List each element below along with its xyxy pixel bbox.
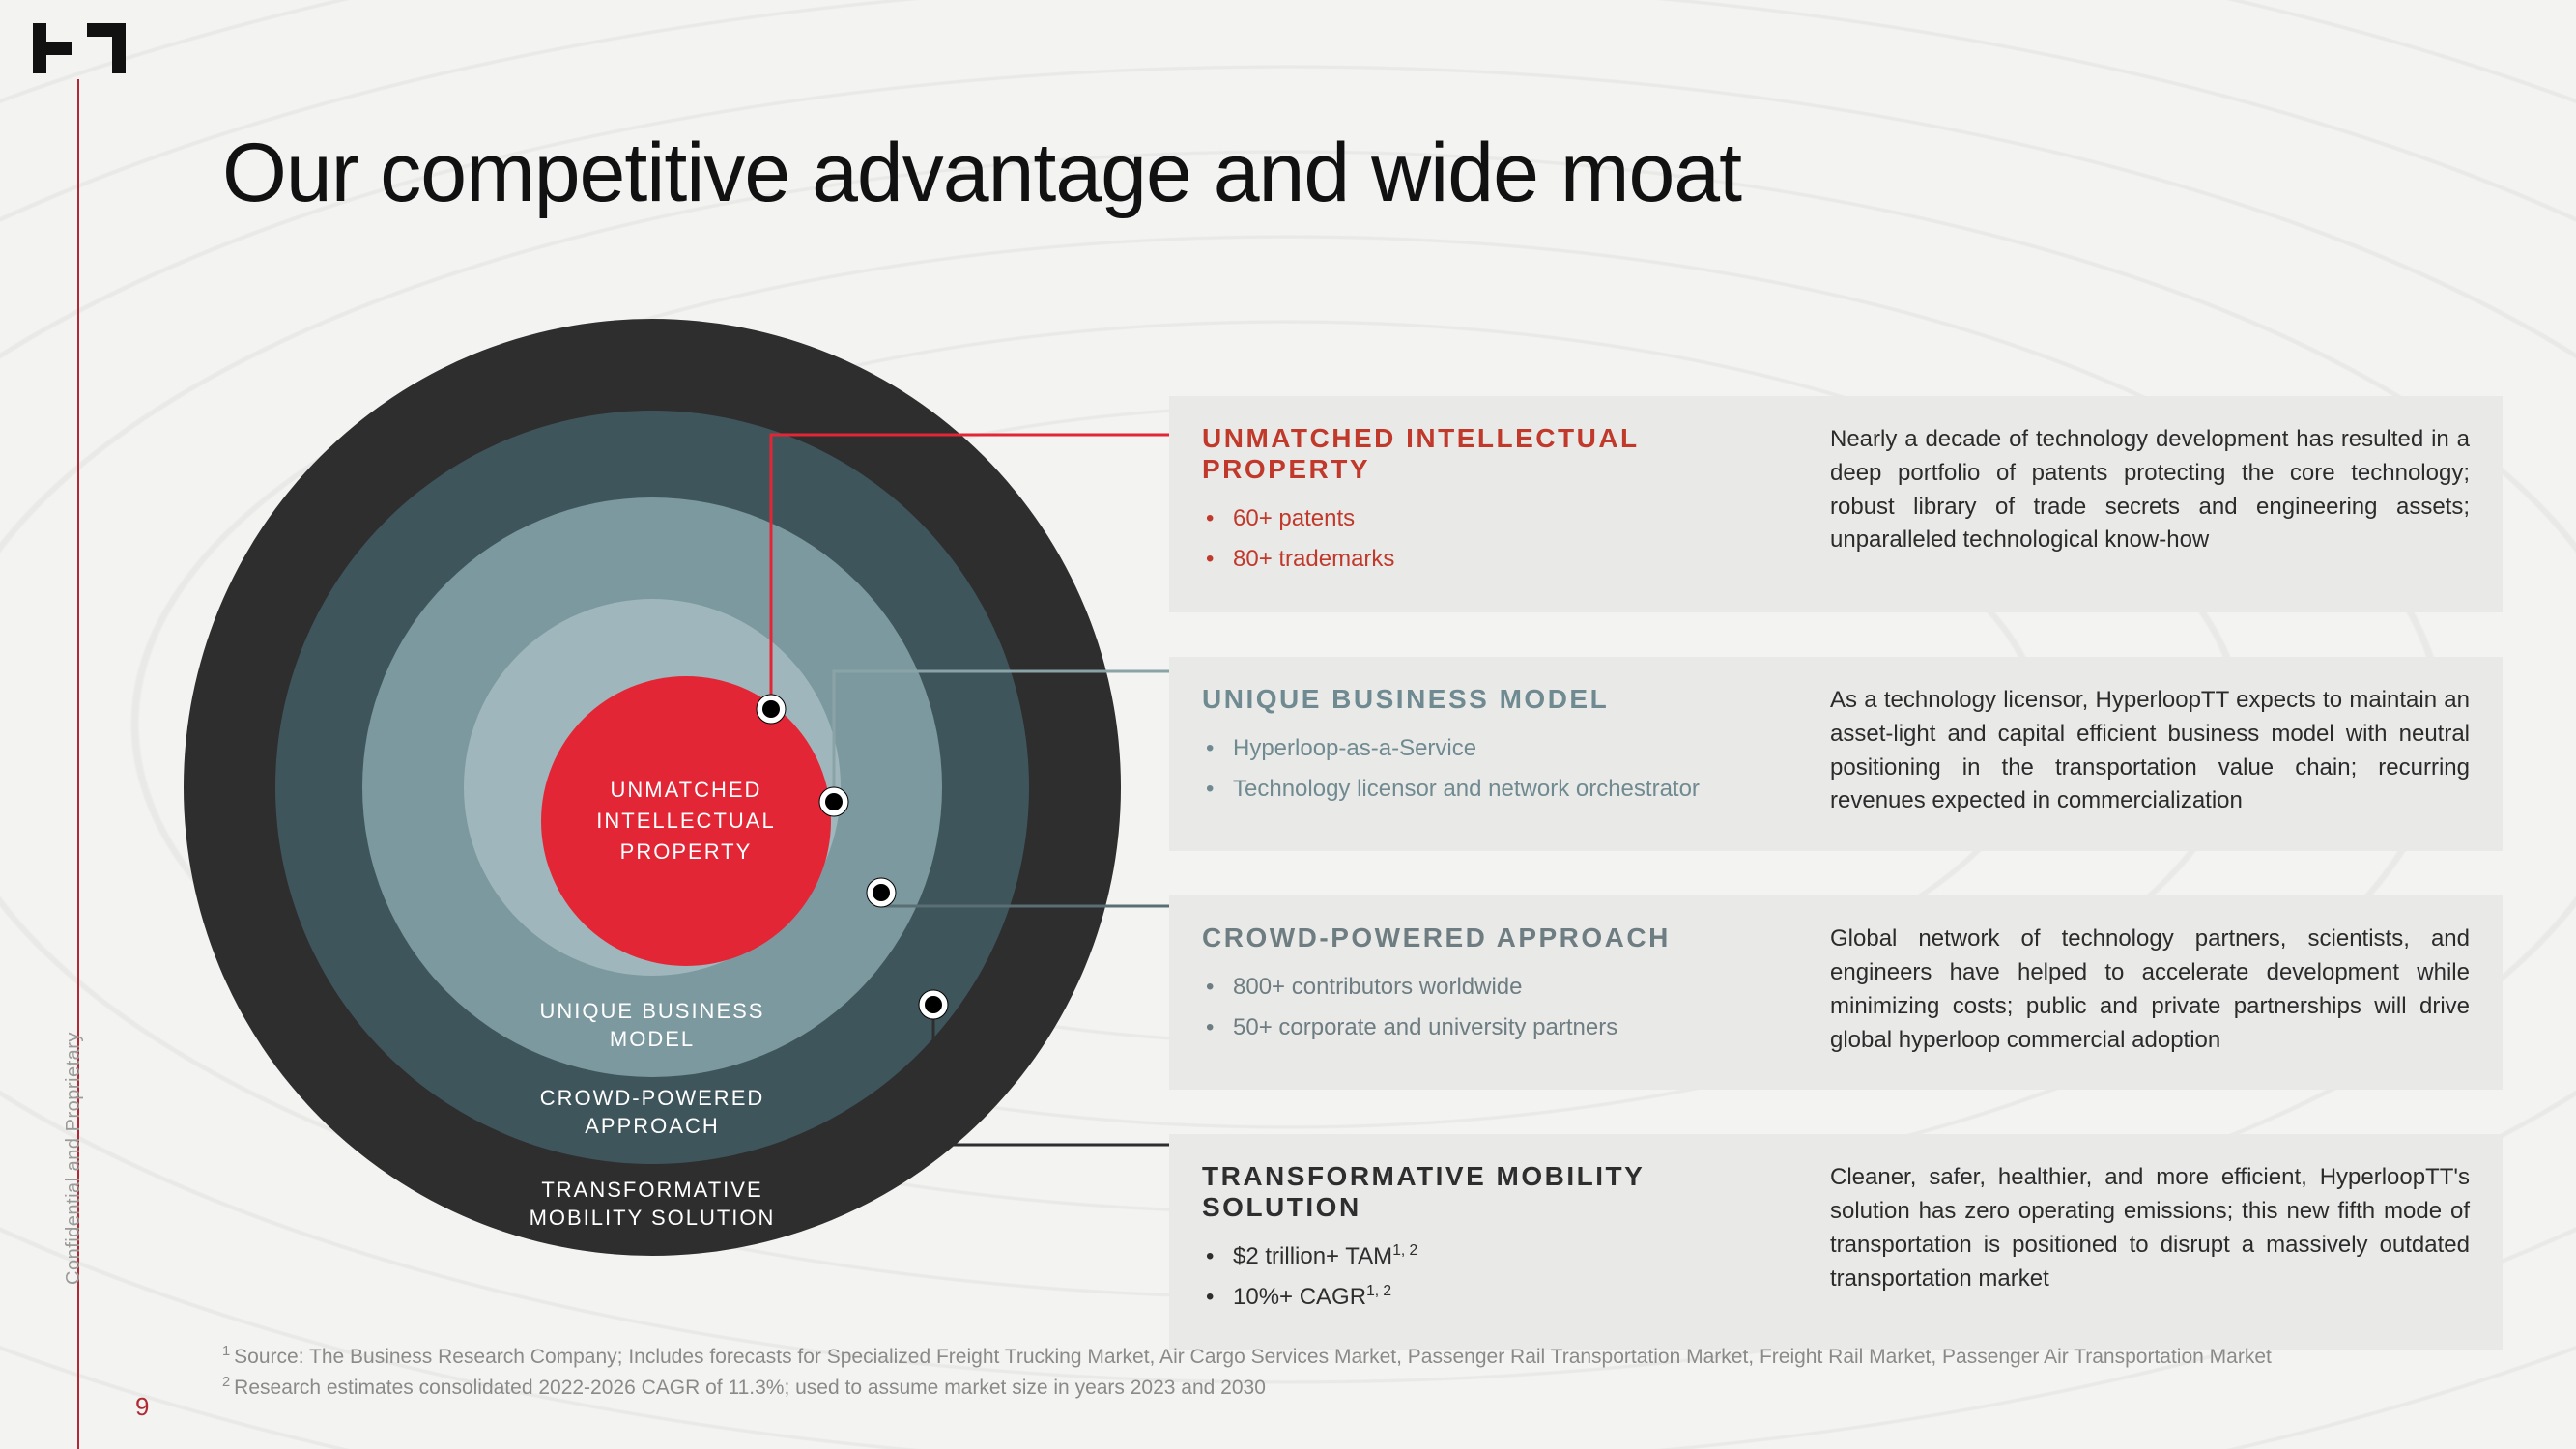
bullet: Technology licensor and network orchestr… bbox=[1206, 769, 1791, 810]
box-body: Nearly a decade of technology developmen… bbox=[1830, 423, 2470, 580]
bullet: Hyperloop-as-a-Service bbox=[1206, 728, 1791, 769]
bullet: 800+ contributors worldwide bbox=[1206, 967, 1791, 1008]
info-box-cp: CROWD-POWERED APPROACH 800+ contributors … bbox=[1169, 895, 2503, 1090]
ring-label: CROWD-POWEREDAPPROACH bbox=[540, 1084, 765, 1164]
box-heading: UNIQUE BUSINESS MODEL bbox=[1202, 684, 1791, 715]
ring-label: UNIQUE BUSINESSMODEL bbox=[540, 997, 765, 1077]
box-bullets: 800+ contributors worldwide50+ corporate… bbox=[1202, 967, 1791, 1048]
box-bullets: $2 trillion+ TAM1, 210%+ CAGR1, 2 bbox=[1202, 1236, 1791, 1318]
confidentiality-label: Confidential and Proprietary bbox=[63, 1032, 85, 1285]
bullet: $2 trillion+ TAM1, 2 bbox=[1206, 1236, 1791, 1277]
footnote: 2Research estimates consolidated 2022-20… bbox=[222, 1373, 2272, 1403]
box-body: Cleaner, safer, healthier, and more effi… bbox=[1830, 1161, 2470, 1318]
box-heading: CROWD-POWERED APPROACH bbox=[1202, 923, 1791, 953]
bullet: 10%+ CAGR1, 2 bbox=[1206, 1277, 1791, 1318]
bullet: 80+ trademarks bbox=[1206, 539, 1791, 580]
moat-concentric-diagram: TRANSFORMATIVEMOBILITY SOLUTION CROWD-PO… bbox=[184, 319, 1121, 1256]
ring-label: TRANSFORMATIVEMOBILITY SOLUTION bbox=[530, 1176, 776, 1256]
page-title: Our competitive advantage and wide moat bbox=[222, 126, 1741, 221]
box-heading: TRANSFORMATIVE MOBILITY SOLUTION bbox=[1202, 1161, 1791, 1223]
box-body: Global network of technology partners, s… bbox=[1830, 923, 2470, 1057]
box-heading: UNMATCHED INTELLECTUAL PROPERTY bbox=[1202, 423, 1791, 485]
box-bullets: 60+ patents80+ trademarks bbox=[1202, 498, 1791, 580]
page-number: 9 bbox=[135, 1392, 149, 1422]
footnotes: 1Source: The Business Research Company; … bbox=[222, 1342, 2272, 1403]
ring-core-ip: UNMATCHEDINTELLECTUALPROPERTY bbox=[541, 676, 831, 966]
bullet: 60+ patents bbox=[1206, 498, 1791, 539]
info-box-tm: TRANSFORMATIVE MOBILITY SOLUTION $2 trill… bbox=[1169, 1134, 2503, 1350]
box-body: As a technology licensor, HyperloopTT ex… bbox=[1830, 684, 2470, 818]
info-box-column: UNMATCHED INTELLECTUAL PROPERTY 60+ paten… bbox=[1169, 396, 2503, 1350]
ring-label: UNMATCHEDINTELLECTUALPROPERTY bbox=[596, 775, 775, 867]
company-logo-icon bbox=[33, 23, 126, 73]
footnote: 1Source: The Business Research Company; … bbox=[222, 1342, 2272, 1372]
info-box-bm: UNIQUE BUSINESS MODEL Hyperloop-as-a-Serv… bbox=[1169, 657, 2503, 851]
box-bullets: Hyperloop-as-a-ServiceTechnology licenso… bbox=[1202, 728, 1791, 810]
info-box-ip: UNMATCHED INTELLECTUAL PROPERTY 60+ paten… bbox=[1169, 396, 2503, 612]
bullet: 50+ corporate and university partners bbox=[1206, 1008, 1791, 1048]
